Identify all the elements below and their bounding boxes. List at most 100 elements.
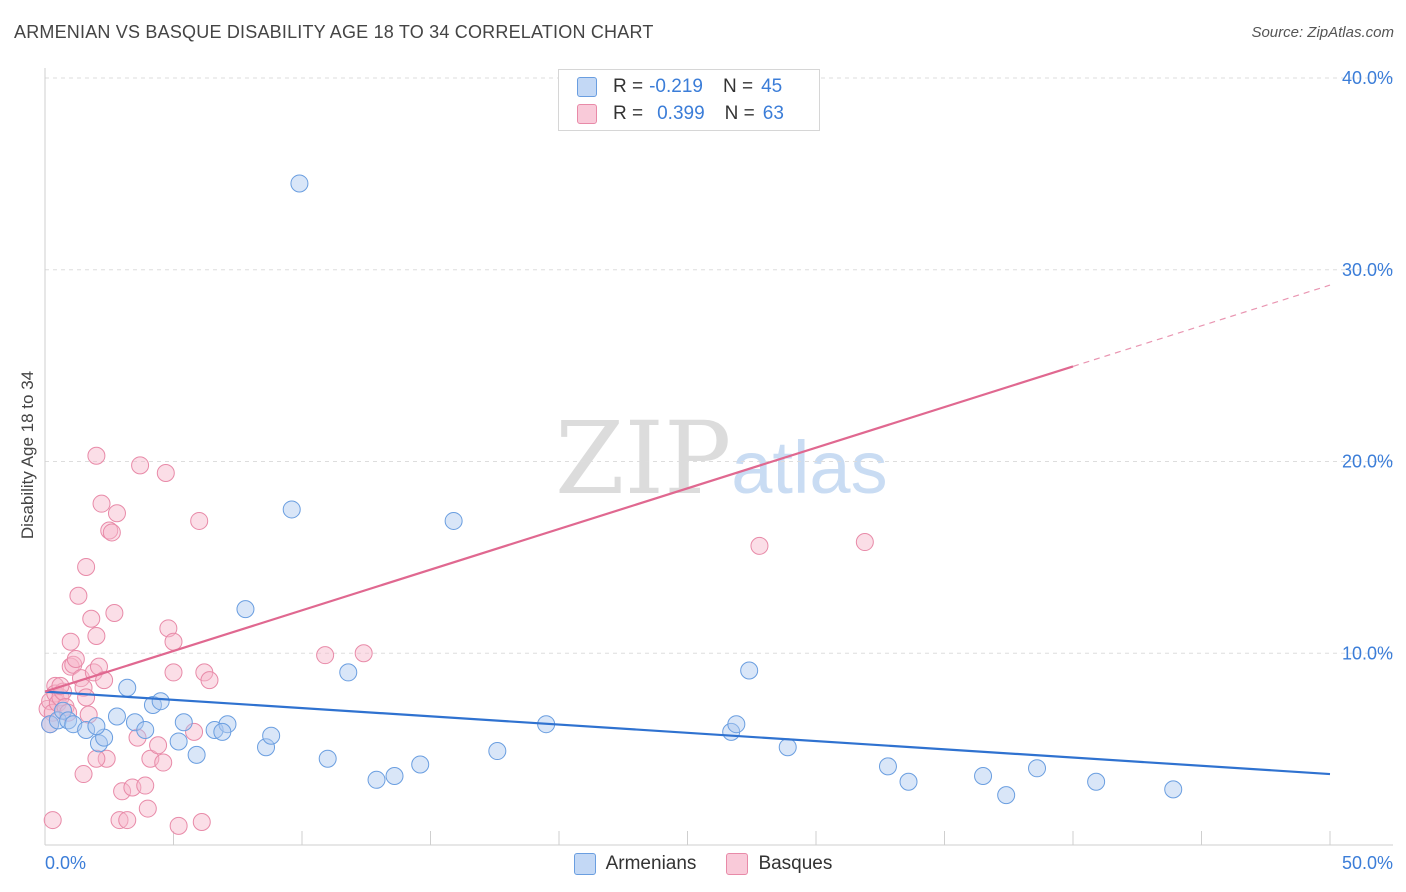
armenian-point [899, 772, 918, 791]
armenian-point [385, 766, 404, 785]
r-value: 0.399 [657, 103, 705, 124]
basque-point [87, 626, 106, 645]
armenian-point [125, 713, 144, 732]
armenian-point [118, 678, 137, 697]
armenian-point [213, 722, 232, 741]
basque-point [156, 464, 175, 483]
tick-labels: 10.0% 20.0% 30.0% 40.0% 0.0% 50.0% [45, 68, 1393, 873]
armenian-point [53, 701, 72, 720]
armenian-point [89, 734, 108, 753]
armenian-point [262, 726, 281, 745]
basque-point [192, 812, 211, 831]
armenian-point [151, 692, 170, 711]
armenian-point [257, 738, 276, 757]
armenian-swatch [577, 77, 597, 97]
watermark-atlas: atlas [731, 426, 888, 509]
correlation-legend: R = -0.219 N = 45 R = 0.399 N = 63 [558, 69, 820, 131]
basque-point [77, 557, 96, 576]
gridlines [45, 77, 1393, 654]
basque-point [164, 663, 183, 682]
armenian-points [41, 174, 1183, 805]
armenian-point [974, 766, 993, 785]
armenian-point [187, 745, 206, 764]
armenian-point [48, 711, 67, 730]
n-value: 45 [761, 76, 783, 97]
source-credit: Source: ZipAtlas.com [1251, 24, 1394, 41]
basque-point [105, 603, 124, 622]
armenian-point [727, 715, 746, 734]
armenian-point [411, 755, 430, 774]
r-label: R = [613, 103, 644, 124]
basque-point [87, 446, 106, 465]
basque-point [750, 536, 769, 555]
armenian-point [174, 713, 193, 732]
basque-point [159, 619, 178, 638]
trend-lines [44, 284, 1331, 776]
basque-point [136, 776, 155, 795]
basque-point [149, 736, 168, 755]
armenian-point [282, 500, 301, 519]
basque-point [92, 494, 111, 513]
basque-point [190, 511, 209, 530]
x-tick-label: 0.0% [45, 853, 86, 873]
axes [44, 68, 1393, 846]
y-tick-label: 30.0% [1342, 260, 1393, 280]
n-label: N = [722, 76, 754, 97]
basque-point [69, 586, 88, 605]
basque-point [87, 749, 106, 768]
basque-point [316, 646, 335, 665]
basque-swatch [726, 853, 749, 875]
basque-point [128, 728, 147, 747]
series-legend: Armenians Basques [0, 850, 1406, 878]
armenian-point [77, 720, 96, 739]
armenian-point [169, 732, 188, 751]
basque-point [169, 816, 188, 835]
r-label: R = [613, 76, 644, 97]
y-tick-label: 10.0% [1342, 643, 1393, 663]
basque-swatch [577, 104, 597, 124]
basque-point [164, 632, 183, 651]
basque-point [154, 753, 173, 772]
r-value: -0.219 [649, 76, 703, 97]
armenian-point [318, 749, 337, 768]
armenian-point [878, 757, 897, 776]
legend-item-armenians[interactable]: Armenians [573, 853, 697, 875]
basque-point [82, 609, 101, 628]
basque-point [43, 811, 62, 830]
basque-point [97, 749, 116, 768]
legend-label-basques: Basques [758, 853, 833, 874]
legend-row-basques: R = 0.399 N = 63 [577, 101, 784, 127]
n-label: N = [724, 103, 755, 124]
armenian-point [444, 511, 463, 530]
basque-point [354, 644, 373, 663]
armenian-point [1164, 780, 1183, 799]
x-tick-label: 50.0% [1342, 853, 1393, 873]
basque-point [855, 533, 874, 552]
armenian-point [1028, 759, 1047, 778]
y-tick-label: 40.0% [1342, 68, 1393, 88]
legend-item-basques[interactable]: Basques [726, 853, 832, 875]
armenian-point [997, 786, 1016, 805]
armenian-point [367, 770, 386, 789]
legend-label-armenians: Armenians [605, 853, 697, 874]
armenian-point [290, 174, 309, 193]
armenian-point [107, 707, 126, 726]
basque-point [131, 456, 150, 475]
armenian-point [488, 742, 507, 761]
basque-point [77, 688, 96, 707]
basque-point [118, 811, 137, 830]
y-tick-label: 20.0% [1342, 452, 1393, 472]
basque-point [61, 632, 80, 651]
basque-point [138, 799, 157, 818]
basque-point [95, 671, 114, 690]
watermark-zip: ZIP [555, 400, 732, 517]
armenian-point [339, 663, 358, 682]
basque-point [200, 671, 219, 690]
basque-trend-extension [1072, 284, 1331, 367]
basque-point [102, 523, 121, 542]
basque-points [38, 95, 874, 835]
armenian-trend-line [44, 690, 1331, 776]
armenian-point [87, 717, 106, 736]
armenian-swatch [573, 853, 596, 875]
